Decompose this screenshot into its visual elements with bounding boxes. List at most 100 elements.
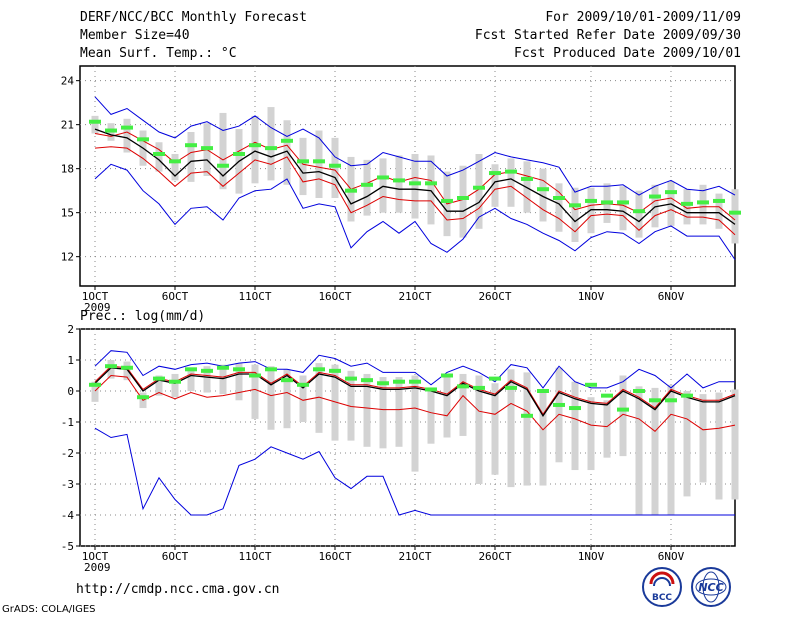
- range-box: [539, 392, 547, 486]
- median-marker: [409, 181, 421, 186]
- header-right: For 2009/10/01-2009/11/09 Fcst Started R…: [475, 9, 741, 63]
- median-marker: [393, 379, 405, 384]
- range-box: [475, 375, 483, 484]
- x-tick-label: 1OCT: [82, 550, 109, 563]
- range-box: [171, 154, 179, 181]
- y-tick-label: 2: [67, 323, 74, 336]
- median-marker: [281, 138, 293, 143]
- range-box: [539, 168, 547, 222]
- median-marker: [569, 203, 581, 208]
- range-box: [715, 392, 723, 500]
- median-marker: [249, 143, 261, 148]
- median-marker: [585, 382, 597, 387]
- range-box: [187, 367, 195, 391]
- range-box: [459, 165, 467, 238]
- range-box: [699, 184, 707, 225]
- ensemble-mean-line: [94, 128, 736, 225]
- range-box: [427, 387, 435, 444]
- bcc-logo-text: BCC: [652, 593, 672, 603]
- median-marker: [713, 198, 725, 203]
- median-marker: [697, 200, 709, 205]
- median-marker: [457, 196, 469, 200]
- range-box: [235, 363, 243, 401]
- median-marker: [537, 389, 549, 393]
- y-tick-label: 24: [61, 75, 75, 88]
- range-box: [619, 375, 627, 457]
- x-tick-label: 21OCT: [398, 290, 431, 303]
- x-tick-label: 11OCT: [238, 290, 271, 303]
- range-box: [363, 373, 371, 447]
- median-marker: [649, 194, 661, 199]
- range-box: [251, 364, 259, 419]
- median-marker: [425, 387, 437, 392]
- median-marker: [489, 376, 501, 381]
- x-tick-label: 6NOV: [658, 550, 685, 563]
- median-marker: [297, 159, 309, 164]
- range-box: [155, 375, 163, 396]
- median-marker: [313, 159, 325, 164]
- x-tick-label: 2009: [84, 561, 111, 574]
- range-box: [491, 164, 499, 207]
- range-box: [283, 120, 291, 185]
- range-box: [507, 158, 515, 207]
- median-marker: [377, 175, 389, 180]
- median-marker: [601, 200, 613, 205]
- x-tick-label: 16OCT: [318, 290, 351, 303]
- range-box: [331, 364, 339, 441]
- median-marker: [121, 365, 133, 370]
- variable-label: Mean Surf. Temp.: °C: [80, 46, 237, 61]
- median-marker: [633, 209, 645, 214]
- y-tick-label: -5: [61, 540, 74, 553]
- range-box: [123, 118, 131, 153]
- median-marker: [105, 128, 117, 133]
- range-box: [123, 361, 131, 381]
- range-box: [315, 130, 323, 198]
- median-marker: [393, 178, 405, 183]
- range-box: [283, 369, 291, 429]
- range-box: [379, 377, 387, 449]
- median-marker: [617, 200, 629, 205]
- ncc-logo: NCC: [691, 567, 731, 607]
- lower-spread-line: [94, 374, 736, 432]
- median-marker: [441, 373, 453, 378]
- footer-url[interactable]: http://cmdp.ncc.cma.gov.cn: [76, 582, 280, 597]
- range-box: [731, 189, 739, 244]
- range-box: [395, 377, 403, 447]
- median-marker: [345, 188, 357, 193]
- median-marker: [681, 201, 693, 206]
- range-box: [347, 370, 355, 441]
- min-line: [94, 163, 736, 260]
- max-line: [94, 350, 735, 389]
- median-marker: [521, 413, 533, 418]
- range-box: [667, 384, 675, 515]
- range-box: [91, 115, 99, 134]
- y-tick-label: -2: [61, 447, 74, 460]
- y-tick-label: 12: [61, 251, 74, 264]
- median-marker: [217, 163, 229, 168]
- range-box: [363, 159, 371, 216]
- range-box: [395, 155, 403, 213]
- x-tick-label: 16OCT: [318, 550, 351, 563]
- median-marker: [617, 407, 629, 412]
- median-marker: [553, 196, 565, 200]
- range-box: [603, 400, 611, 458]
- range-box: [443, 373, 451, 438]
- range-box: [491, 383, 499, 475]
- range-box: [299, 137, 307, 196]
- x-tick-label: 11OCT: [238, 550, 271, 563]
- x-tick-label: 1NOV: [578, 290, 605, 303]
- x-tick-label: 1NOV: [578, 550, 605, 563]
- range-box: [635, 190, 643, 238]
- median-marker: [665, 190, 677, 195]
- range-box: [379, 158, 387, 213]
- range-box: [251, 115, 259, 184]
- median-marker: [233, 152, 245, 156]
- x-tick-label: 6OCT: [162, 550, 189, 563]
- range-box: [187, 132, 195, 182]
- range-box: [571, 187, 579, 242]
- range-box: [555, 183, 563, 232]
- precip-panel-title: Prec.: log(mm/d): [80, 309, 206, 324]
- range-box: [203, 366, 211, 393]
